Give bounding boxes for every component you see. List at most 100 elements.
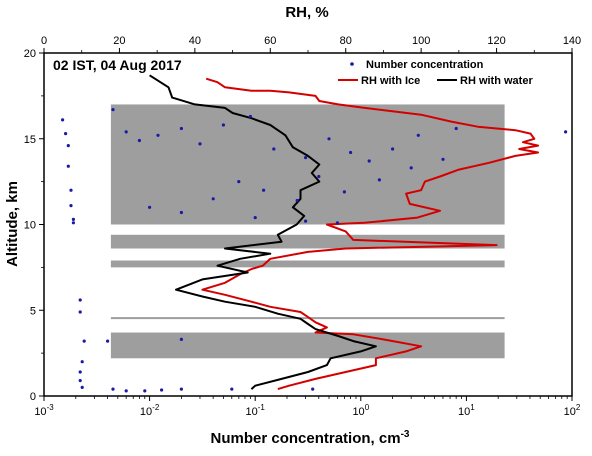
bottom-tick-exp-4: 1 — [470, 403, 475, 412]
bottom-tick-label-3: 100 — [352, 403, 369, 418]
concentration-point-46 — [317, 174, 321, 179]
bottom-tick-base-3: 10 — [352, 406, 364, 418]
concentration-point-38 — [454, 126, 458, 131]
bottom-tick-label-0: 10-3 — [34, 403, 54, 418]
bottom-tick-label-4: 101 — [458, 403, 475, 418]
annotation-text: 02 IST, 04 Aug 2017 — [53, 57, 182, 73]
concentration-point-19 — [160, 388, 164, 392]
concentration-point-45 — [295, 198, 299, 203]
concentration-point-26 — [156, 133, 160, 137]
concentration-point-34 — [349, 150, 353, 155]
concentration-point-48 — [377, 178, 381, 182]
top-axis-title: RH, % — [285, 4, 328, 21]
concentration-point-42 — [211, 197, 215, 201]
concentration-point-12 — [80, 360, 84, 364]
y-axis: 0 5 10 15 20 — [24, 48, 44, 403]
legend-number-concentration-marker — [350, 62, 354, 66]
y-tick-label-4: 20 — [24, 48, 36, 60]
concentration-point-39 — [564, 130, 568, 134]
concentration-point-33 — [327, 137, 331, 141]
bottom-tick-base-2: 10 — [246, 406, 258, 418]
concentration-point-55 — [230, 387, 234, 391]
concentration-point-30 — [248, 114, 252, 119]
bottom-tick-exp-0: -3 — [47, 403, 55, 412]
y-tick-label-0: 0 — [30, 391, 36, 403]
concentration-point-9 — [78, 298, 82, 302]
y-axis-title: Altitude, km — [4, 181, 21, 267]
concentration-point-54 — [311, 387, 315, 391]
concentration-point-15 — [80, 385, 84, 389]
cloud-layer-5 — [110, 332, 505, 359]
concentration-point-18 — [143, 389, 147, 393]
bottom-tick-label-2: 10-1 — [246, 403, 266, 418]
concentration-point-29 — [221, 123, 225, 127]
cloud-layers — [110, 104, 505, 359]
concentration-point-1 — [61, 118, 65, 122]
top-axis: 0 20 40 60 80 100 120 140 — [41, 35, 581, 53]
concentration-point-8 — [71, 221, 75, 225]
cloud-layer-2 — [110, 234, 505, 249]
y-tick-label-1: 5 — [30, 305, 36, 317]
concentration-point-40 — [148, 205, 152, 209]
concentration-point-4 — [66, 164, 70, 168]
concentration-point-5 — [69, 188, 73, 192]
top-tick-label-1: 20 — [113, 35, 125, 47]
rh-water-line — [149, 74, 377, 390]
concentration-point-20 — [179, 387, 183, 391]
bottom-tick-base-4: 10 — [458, 406, 470, 418]
legend-number-concentration-label: Number concentration — [366, 59, 484, 71]
concentration-point-2 — [64, 132, 68, 136]
bottom-axis: 10-3 10-2 10-1 100 101 102 — [34, 396, 581, 418]
concentration-point-17 — [124, 389, 128, 393]
bottom-axis-title-sup: -3 — [401, 429, 410, 440]
series-number-concentration — [61, 108, 568, 393]
concentration-point-7 — [71, 217, 75, 221]
bottom-tick-base-0: 10 — [34, 406, 46, 418]
series-rh-water — [149, 74, 377, 390]
concentration-point-27 — [179, 126, 183, 131]
concentration-point-11 — [82, 339, 86, 343]
top-tick-label-4: 80 — [340, 35, 352, 47]
concentration-point-52 — [304, 219, 308, 223]
concentration-point-14 — [78, 379, 82, 383]
y-tick-label-3: 15 — [24, 134, 36, 146]
legend-rh-water-label: RH with water — [460, 75, 533, 87]
concentration-point-16 — [111, 387, 115, 391]
bottom-axis-title-text: Number concentration, cm — [211, 430, 401, 447]
cloud-layer-3 — [110, 260, 505, 268]
top-tick-label-2: 40 — [189, 35, 201, 47]
legend: Number concentration RH with Ice RH with… — [338, 59, 533, 87]
bottom-tick-exp-1: -2 — [152, 403, 160, 412]
series-rh-ice — [201, 77, 540, 391]
y-tick-label-2: 10 — [24, 220, 36, 232]
bottom-tick-base-5: 10 — [564, 406, 576, 418]
concentration-point-31 — [272, 147, 276, 151]
concentration-point-51 — [253, 216, 257, 220]
concentration-point-43 — [237, 180, 241, 184]
concentration-point-10 — [78, 310, 82, 314]
concentration-point-53 — [335, 221, 339, 225]
top-tick-label-5: 100 — [412, 35, 430, 47]
concentration-point-41 — [179, 210, 183, 215]
concentration-point-28 — [198, 142, 202, 146]
concentration-point-36 — [391, 147, 395, 151]
concentration-point-25 — [137, 138, 141, 143]
concentration-point-13 — [78, 370, 82, 374]
bottom-tick-label-5: 102 — [564, 403, 581, 418]
concentration-point-21 — [106, 339, 110, 343]
concentration-point-32 — [304, 156, 308, 160]
rh-ice-line — [201, 77, 540, 391]
concentration-point-23 — [111, 108, 115, 112]
concentration-point-22 — [179, 337, 183, 341]
top-tick-label-6: 120 — [487, 35, 505, 47]
concentration-point-37 — [416, 133, 420, 137]
bottom-tick-exp-3: 0 — [365, 403, 370, 412]
concentration-point-35 — [367, 159, 371, 163]
bottom-axis-title: Number concentration, cm-3 — [211, 429, 410, 447]
concentration-point-3 — [66, 144, 70, 148]
bottom-tick-label-1: 10-2 — [140, 403, 160, 418]
concentration-point-44 — [262, 188, 266, 192]
concentration-point-47 — [342, 190, 346, 194]
concentration-point-6 — [69, 204, 73, 208]
top-tick-label-0: 0 — [41, 35, 47, 47]
